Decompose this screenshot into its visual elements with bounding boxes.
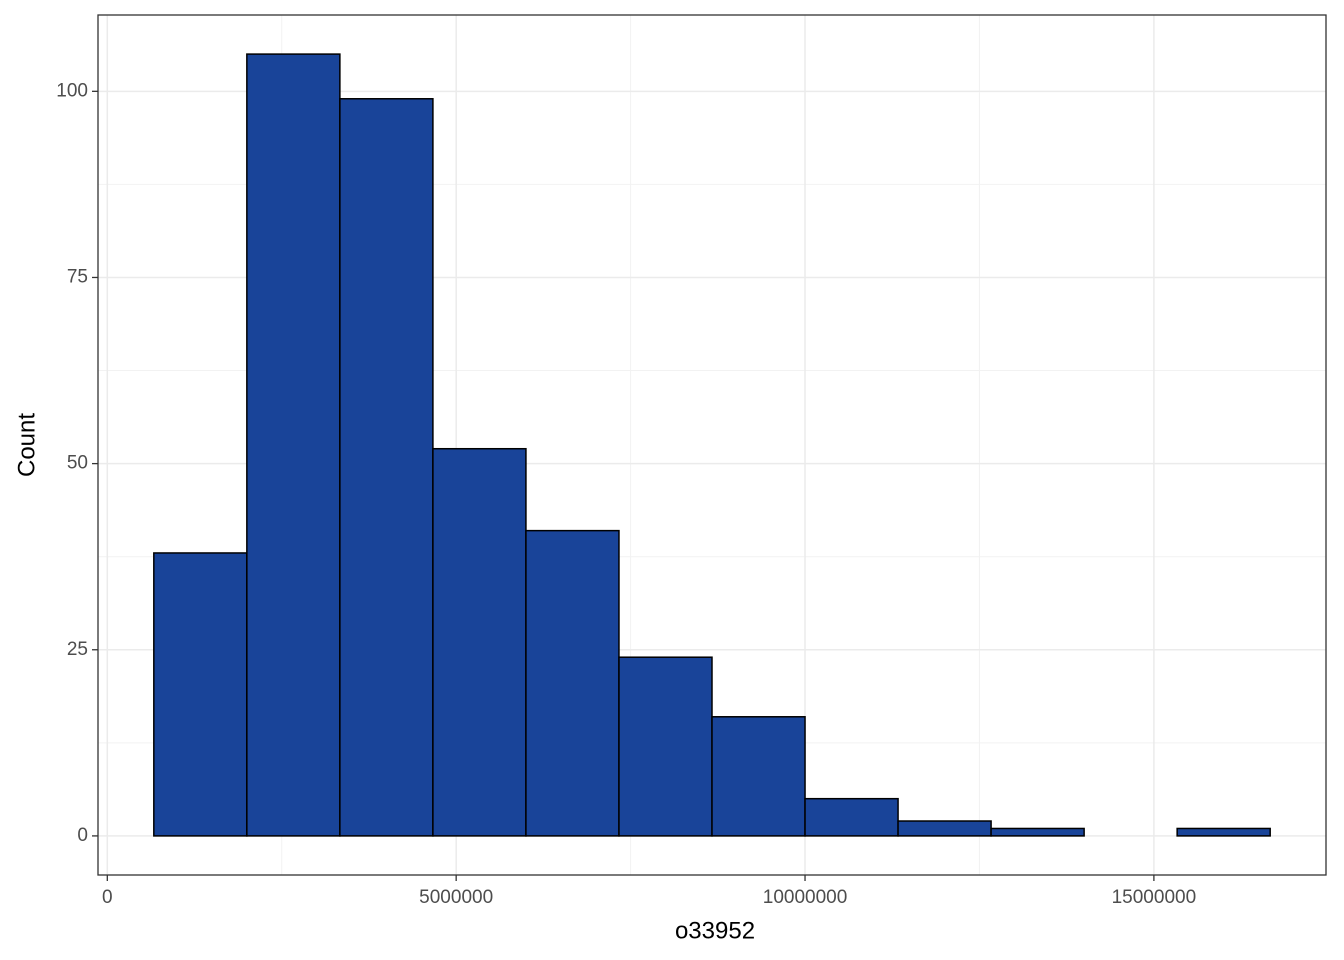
bar <box>897 820 992 837</box>
x-tick-label: 0 <box>102 887 113 908</box>
y-tick-label: 75 <box>67 266 88 287</box>
bar <box>1176 827 1271 837</box>
x-tick-label: 15000000 <box>1112 887 1197 908</box>
bar <box>990 827 1085 837</box>
x-tick-label: 5000000 <box>419 887 493 908</box>
bar <box>618 656 713 837</box>
y-tick-label: 25 <box>67 639 88 660</box>
y-tick-label: 50 <box>67 453 88 474</box>
bar <box>525 529 620 837</box>
x-axis-title: o33952 <box>675 917 755 944</box>
y-tick-label: 0 <box>77 825 88 846</box>
y-axis-title: Count <box>13 413 40 477</box>
bar <box>804 797 899 837</box>
bar <box>153 552 248 837</box>
bar <box>711 716 806 837</box>
bars <box>153 53 1271 837</box>
x-tick-label: 10000000 <box>763 887 848 908</box>
bar <box>339 98 434 837</box>
bar <box>432 447 527 837</box>
panel-border <box>97 14 1327 876</box>
y-tick-label: 100 <box>56 80 88 101</box>
bar <box>246 53 341 837</box>
